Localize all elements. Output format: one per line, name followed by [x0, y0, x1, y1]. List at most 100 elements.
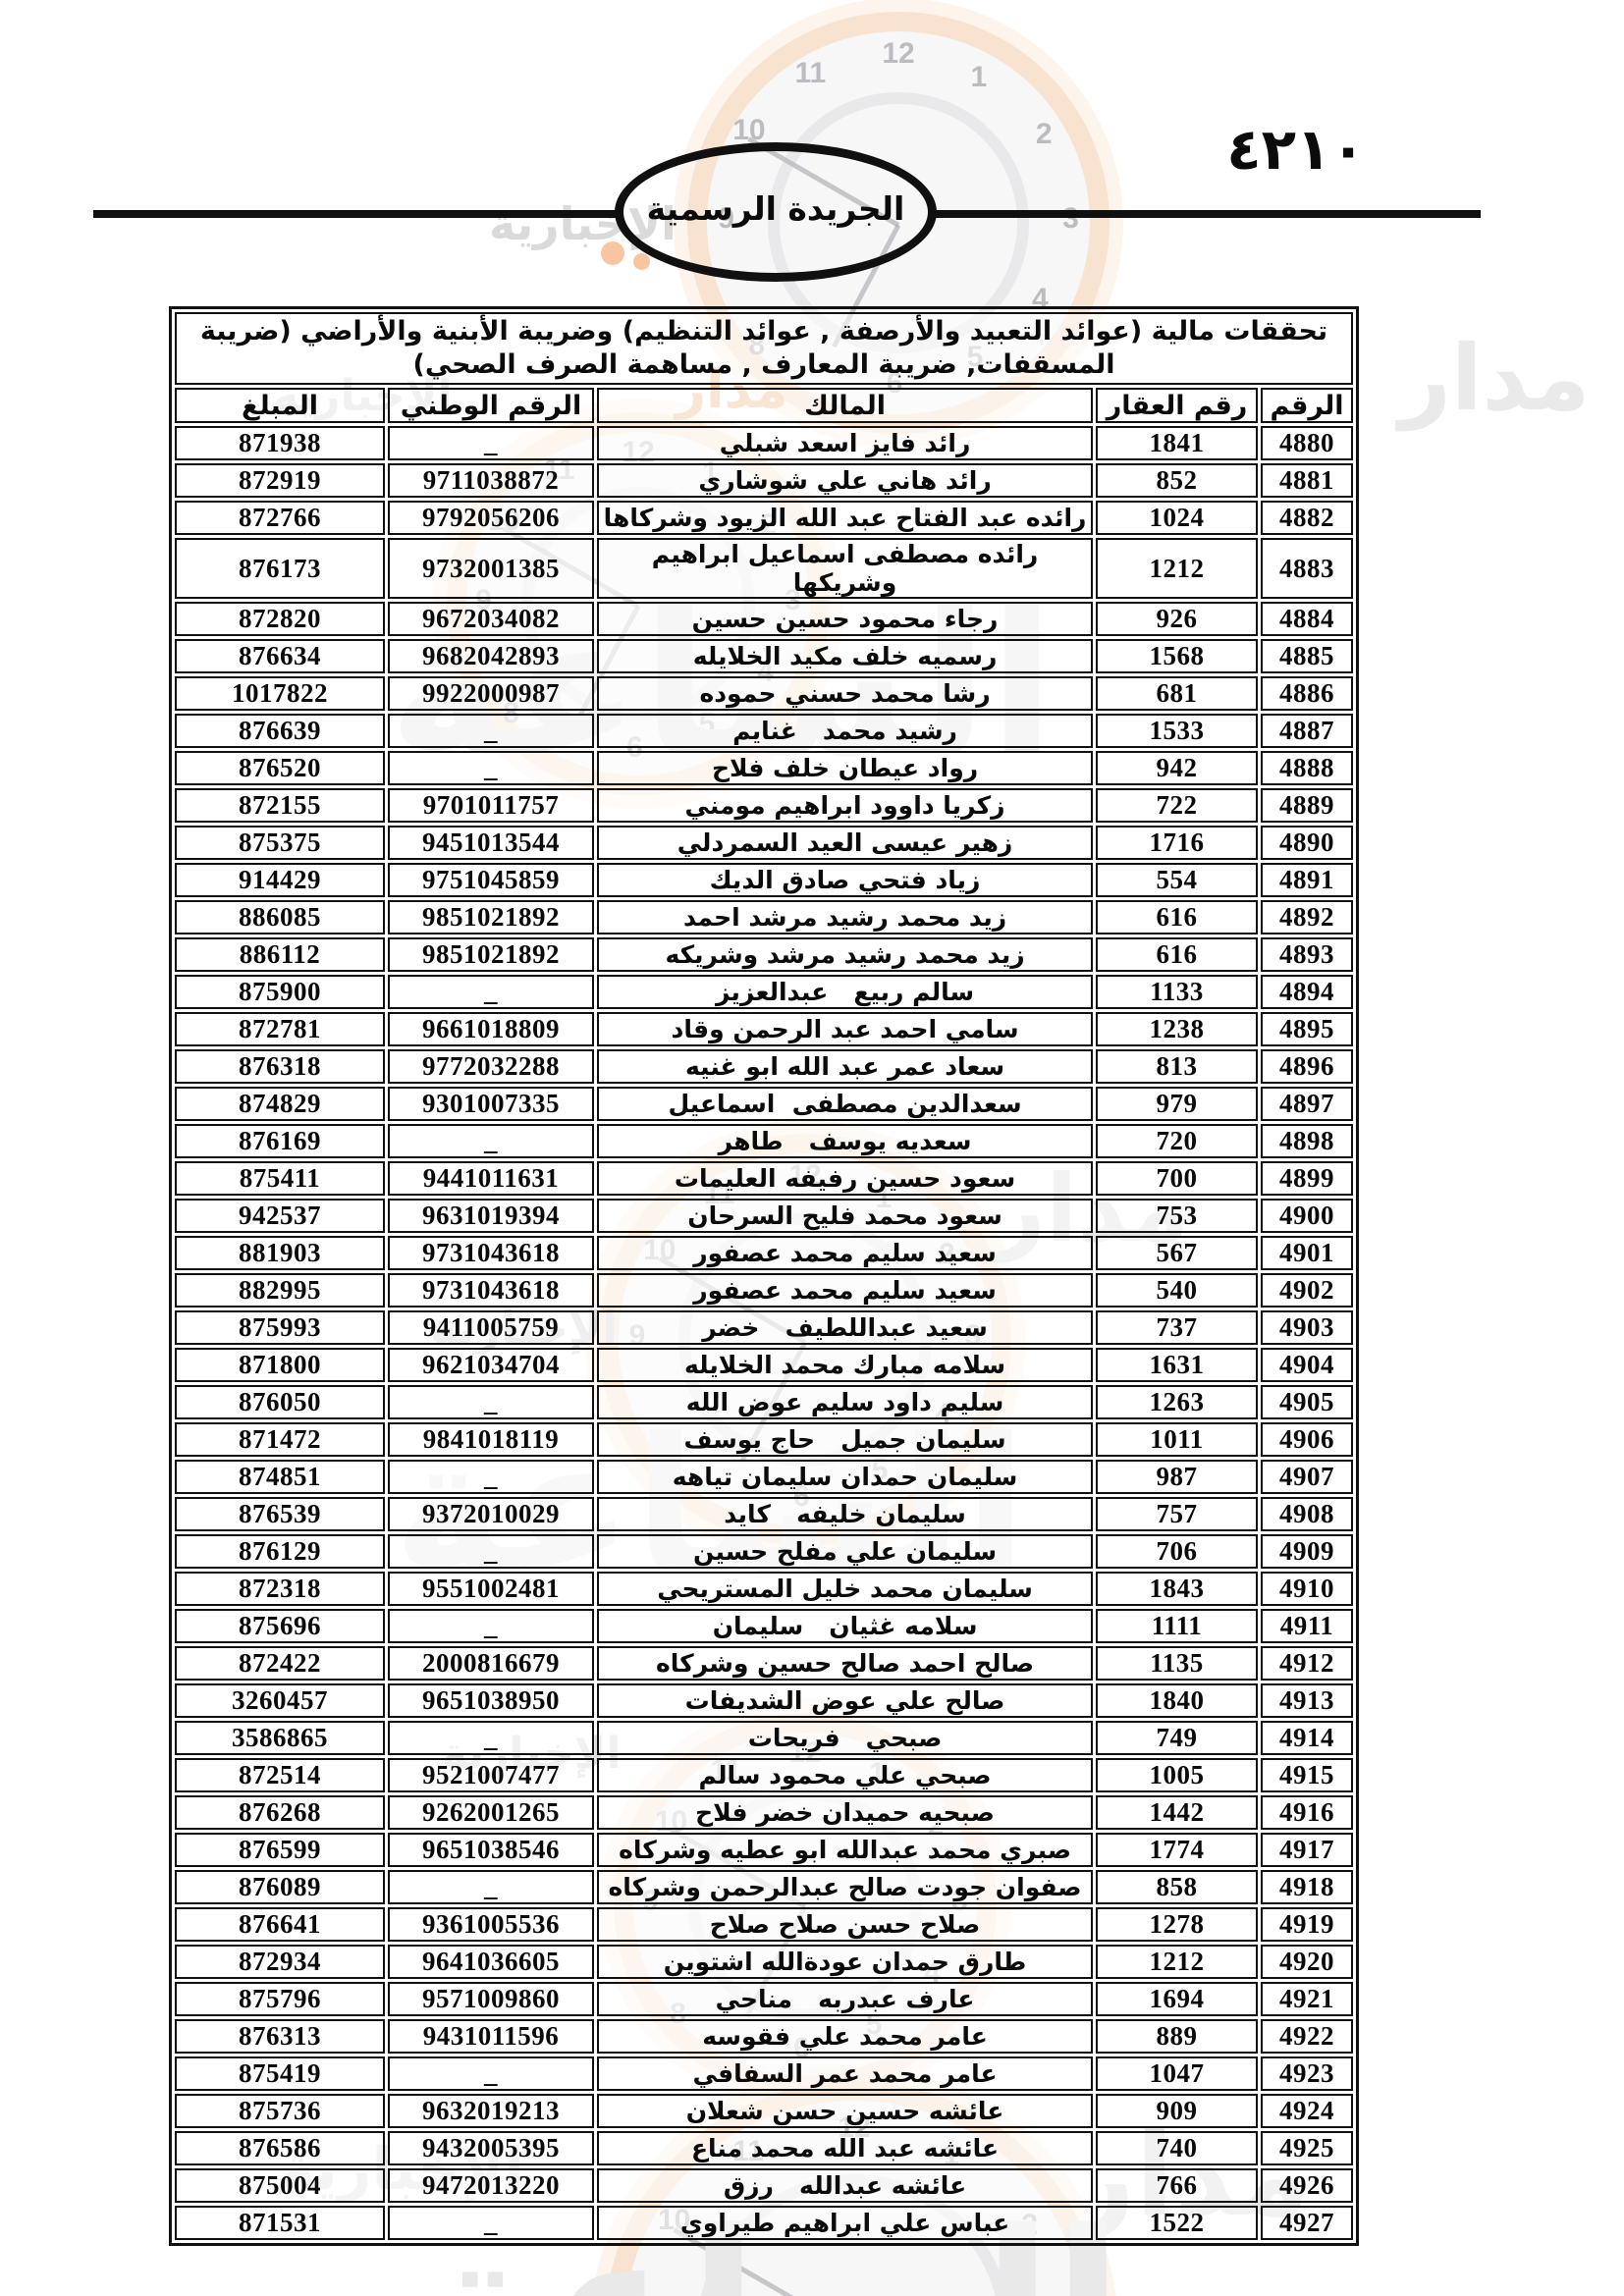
table-title-row: تحققات مالية (عوائد التعبيد والأرصفة , ع…	[175, 312, 1354, 385]
property-number-cell: 1263	[1096, 1385, 1259, 1419]
property-number-cell: 889	[1096, 2019, 1259, 2054]
property-number-cell: 753	[1096, 1199, 1259, 1233]
property-number-cell: 1841	[1096, 426, 1259, 460]
amount-cell: 872422	[175, 1646, 386, 1681]
owner-name-cell: زيد محمد رشيد مرشد وشريكه	[597, 937, 1094, 972]
owner-name-cell: زهير عيسى العيد السمردلي	[597, 826, 1094, 860]
table-row: 4887 1533 رشيد محمد غنايم _ 876639	[175, 714, 1354, 748]
owner-name-cell: سالم ربيع عبدالعزيز	[597, 975, 1094, 1009]
property-number-cell: 858	[1096, 1870, 1259, 1904]
amount-cell: 875900	[175, 975, 386, 1009]
table-row: 4903 737 سعيد عبداللطيف خضر 9411005759 87599…	[175, 1310, 1354, 1345]
table-row: 4892 616 زيد محمد رشيد مرشد احمد 9851021892…	[175, 900, 1354, 934]
amount-cell: 876268	[175, 1795, 386, 1830]
watermark-clock-digit: 1	[970, 60, 988, 93]
national-id-cell: 9262001265	[388, 1795, 595, 1830]
national-id-cell: 2000816679	[388, 1646, 595, 1681]
serial-cell: 4880	[1261, 426, 1354, 460]
serial-cell: 4889	[1261, 788, 1354, 823]
amount-cell: 872155	[175, 788, 386, 823]
national-id-cell: 9441011631	[388, 1161, 595, 1196]
amount-cell: 875411	[175, 1161, 386, 1196]
column-header: المالك	[597, 388, 1094, 423]
national-id-cell: _	[388, 975, 595, 1009]
serial-cell: 4912	[1261, 1646, 1354, 1681]
property-number-cell: 1533	[1096, 714, 1259, 748]
amount-cell: 874829	[175, 1087, 386, 1121]
amount-cell: 876539	[175, 1497, 386, 1531]
owner-name-cell: سعود حسين رفيفه العليمات	[597, 1161, 1094, 1196]
national-id-cell: _	[388, 1870, 595, 1904]
table-row: 4894 1133 سالم ربيع عبدالعزيز _ 875900	[175, 975, 1354, 1009]
amount-cell: 876318	[175, 1049, 386, 1084]
national-id-cell: 9361005536	[388, 1907, 595, 1942]
owner-name-cell: سلامه مبارك محمد الخلايله	[597, 1348, 1094, 1382]
serial-cell: 4885	[1261, 639, 1354, 673]
property-number-cell: 1568	[1096, 639, 1259, 673]
table-row: 4923 1047 عامر محمد عمر السفافي _ 875419	[175, 2056, 1354, 2091]
table-row: 4924 909 عائشه حسين حسن شعلان 9632019213 875…	[175, 2094, 1354, 2128]
national-id-cell: _	[388, 1385, 595, 1419]
serial-cell: 4925	[1261, 2131, 1354, 2165]
property-number-cell: 1111	[1096, 1609, 1259, 1643]
owner-name-cell: عباس علي ابراهيم طيراوي	[597, 2206, 1094, 2240]
table-row: 4912 1135 صالح احمد صالح حسين وشركاه 200081…	[175, 1646, 1354, 1681]
watermark-dot	[601, 241, 624, 265]
national-id-cell: 9651038546	[388, 1833, 595, 1867]
table-row: 4883 1212 رائده مصطفى اسماعيل ابراهيم وشري…	[175, 538, 1354, 599]
national-id-cell: 9632019213	[388, 2094, 595, 2128]
national-id-cell: 9851021892	[388, 900, 595, 934]
national-id-cell: 9551002481	[388, 1572, 595, 1606]
owner-name-cell: صالح علي عوض الشديفات	[597, 1683, 1094, 1718]
owner-name-cell: سليمان خليفه كايد	[597, 1497, 1094, 1531]
header-rule-right	[931, 210, 1481, 218]
amount-cell: 875796	[175, 1982, 386, 2016]
amount-cell: 886112	[175, 937, 386, 972]
amount-cell: 872934	[175, 1945, 386, 1979]
national-id-cell: _	[388, 1609, 595, 1643]
property-number-cell: 1133	[1096, 975, 1259, 1009]
owner-name-cell: سعيد عبداللطيف خضر	[597, 1310, 1094, 1345]
table-row: 4884 926 رجاء محمود حسين حسين 9672034082 872…	[175, 602, 1354, 636]
table-row: 4909 706 سليمان علي مفلح حسين _ 876129	[175, 1534, 1354, 1569]
amount-cell: 876089	[175, 1870, 386, 1904]
serial-cell: 4892	[1261, 900, 1354, 934]
watermark-clock-digit: 2	[1035, 118, 1053, 151]
owner-name-cell: سلامه غثيان سليمان	[597, 1609, 1094, 1643]
owner-name-cell: عامر محمد عمر السفافي	[597, 2056, 1094, 2091]
header-rule-left	[93, 210, 622, 218]
serial-cell: 4921	[1261, 1982, 1354, 2016]
amount-cell: 872514	[175, 1758, 386, 1792]
table-row: 4902 540 سعيد سليم محمد عصفور 9731043618 882…	[175, 1273, 1354, 1308]
table-row: 4881 852 رائد هاني علي شوشاري 9711038872 872…	[175, 463, 1354, 498]
national-id-cell: 9792056206	[388, 501, 595, 535]
watermark-clock-digit: 3	[1062, 202, 1079, 236]
property-number-cell: 737	[1096, 1310, 1259, 1345]
owner-name-cell: رائده عبد الفتاح عبد الله الزيود وشركاها	[597, 501, 1094, 535]
property-number-cell: 1212	[1096, 538, 1259, 599]
national-id-cell: 9682042893	[388, 639, 595, 673]
table-row: 4927 1522 عباس علي ابراهيم طيراوي _ 871531	[175, 2206, 1354, 2240]
property-number-cell: 987	[1096, 1460, 1259, 1494]
serial-cell: 4927	[1261, 2206, 1354, 2240]
serial-cell: 4887	[1261, 714, 1354, 748]
serial-cell: 4896	[1261, 1049, 1354, 1084]
serial-cell: 4902	[1261, 1273, 1354, 1308]
property-number-cell: 1843	[1096, 1572, 1259, 1606]
national-id-cell: 9641036605	[388, 1945, 595, 1979]
column-header: رقم العقار	[1096, 388, 1259, 423]
serial-cell: 4914	[1261, 1721, 1354, 1755]
amount-cell: 942537	[175, 1199, 386, 1233]
owner-name-cell: عارف عبدربه مناحي	[597, 1982, 1094, 2016]
property-number-cell: 1278	[1096, 1907, 1259, 1942]
watermark-clock-digit: 11	[794, 56, 827, 89]
amount-cell: 876586	[175, 2131, 386, 2165]
national-id-cell: 9731043618	[388, 1236, 595, 1270]
property-number-cell: 1011	[1096, 1422, 1259, 1457]
amount-cell: 3586865	[175, 1721, 386, 1755]
amount-cell: 1017822	[175, 676, 386, 711]
amount-cell: 875375	[175, 826, 386, 860]
national-id-cell: 9631019394	[388, 1199, 595, 1233]
table-row: 4918 858 صفوان جودت صالح عبدالرحمن وشركاه _…	[175, 1870, 1354, 1904]
serial-cell: 4890	[1261, 826, 1354, 860]
